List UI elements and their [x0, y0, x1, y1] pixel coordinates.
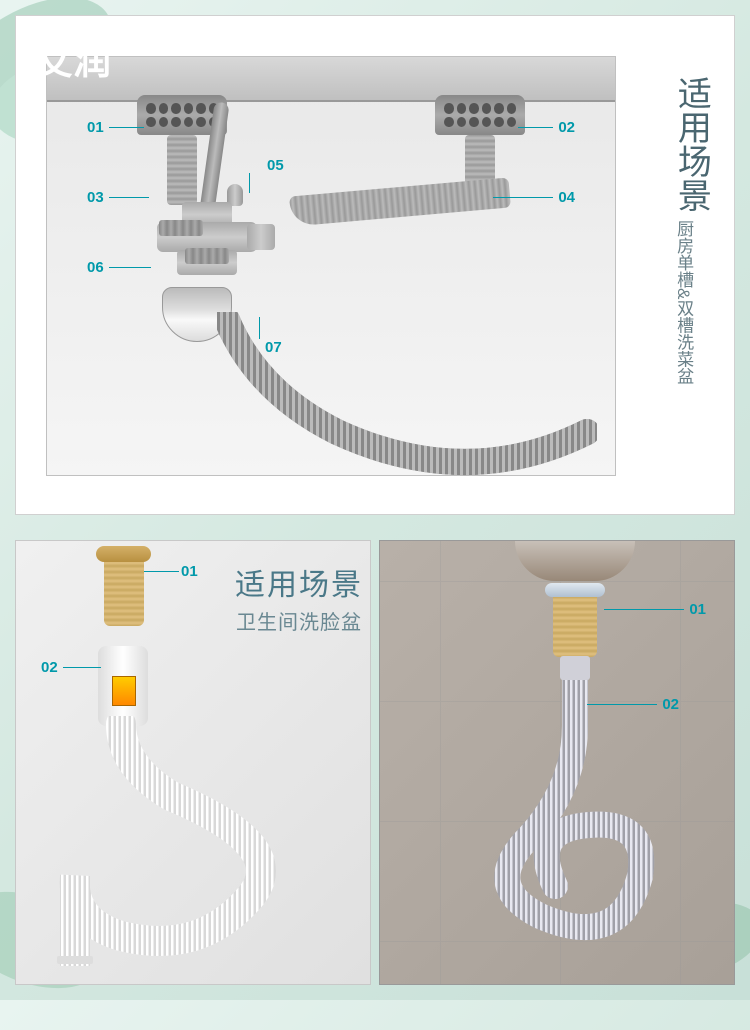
left-label-02: 02 [41, 659, 58, 676]
label-07: 07 [265, 339, 282, 356]
right-label-02: 02 [662, 696, 679, 713]
right-sink-strainer [435, 95, 525, 135]
label-05: 05 [267, 157, 284, 174]
label-06: 06 [87, 259, 104, 276]
basin-drain-brass [96, 546, 151, 626]
brand-registered: ® [113, 28, 126, 49]
kitchen-title-block: 适用场景 厨房单槽&双槽洗菜盆 [672, 76, 712, 384]
label-04: 04 [558, 189, 575, 206]
connecting-pipe [289, 177, 511, 226]
basin-drain-chrome [540, 541, 610, 661]
left-label-01: 01 [181, 563, 198, 580]
label-02: 02 [558, 119, 575, 136]
bathroom-subtitle: 卫生间洗脸盆 [235, 606, 363, 635]
brand-text: 艾润 [35, 30, 111, 85]
bathroom-title-block: 适用场景 卫生间洗脸盆 [235, 560, 363, 635]
kitchen-sink-panel: 01 02 03 04 05 06 07 适用场景 厨房单槽&双槽洗菜盆 [15, 15, 735, 515]
drain-junction [147, 202, 267, 292]
right-label-01: 01 [689, 601, 706, 618]
brand-logo: 艾润 ® [35, 30, 126, 85]
kitchen-subtitle: 厨房单槽&双槽洗菜盆 [672, 220, 694, 384]
white-trap-adapter [98, 646, 148, 726]
white-flexible-hose [51, 716, 341, 966]
left-drain-pipe [167, 135, 197, 205]
bathroom-right-panel: 01 02 [379, 540, 735, 985]
kitchen-title: 适用场景 [672, 76, 709, 212]
kitchen-cabinet-interior: 01 02 03 04 05 06 07 [46, 56, 616, 476]
label-03: 03 [87, 189, 104, 206]
bathroom-panels: 01 02 01 02 适用场景 [15, 540, 735, 985]
sink-shelf [47, 57, 615, 102]
bathroom-title: 适用场景 [235, 560, 363, 604]
label-01: 01 [87, 119, 104, 136]
